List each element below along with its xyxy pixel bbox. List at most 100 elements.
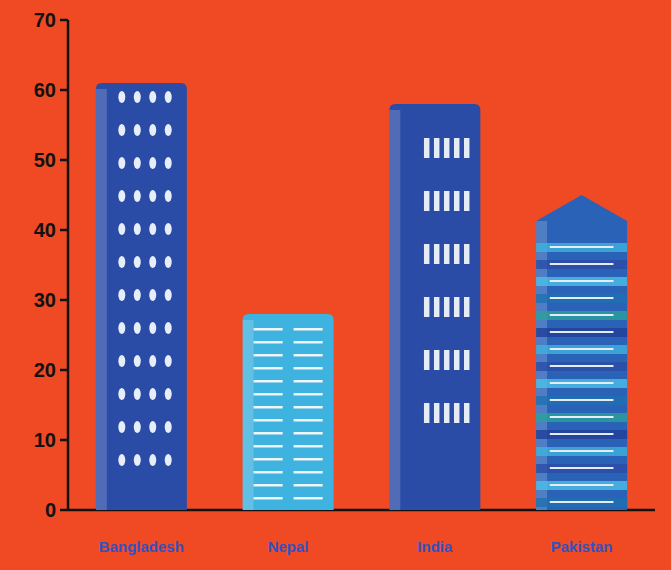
window <box>118 256 125 268</box>
window <box>118 322 125 334</box>
y-tick-label: 40 <box>34 219 56 241</box>
window <box>464 403 469 423</box>
window <box>550 467 614 469</box>
window <box>550 246 614 248</box>
y-axis-line <box>67 20 70 510</box>
stripe <box>536 328 627 337</box>
window <box>550 416 614 418</box>
window <box>254 432 283 435</box>
x-tick-label: Nepal <box>268 538 309 555</box>
window <box>118 190 125 202</box>
stripe <box>536 396 627 405</box>
window <box>254 380 283 383</box>
bar <box>536 195 627 510</box>
window <box>550 331 614 333</box>
window <box>550 314 614 316</box>
window <box>165 190 172 202</box>
window <box>254 484 283 487</box>
window <box>464 138 469 158</box>
building <box>96 83 187 510</box>
window <box>149 388 156 400</box>
window <box>149 124 156 136</box>
window <box>294 393 323 396</box>
window <box>434 350 439 370</box>
window <box>149 91 156 103</box>
window <box>550 484 614 486</box>
y-tick <box>60 19 68 22</box>
window <box>464 191 469 211</box>
window <box>424 138 429 158</box>
window <box>444 138 449 158</box>
window <box>254 328 283 331</box>
window <box>165 454 172 466</box>
stripe <box>536 464 627 473</box>
window <box>254 393 283 396</box>
window <box>294 341 323 344</box>
window <box>424 191 429 211</box>
window <box>294 419 323 422</box>
window <box>118 355 125 367</box>
window <box>254 406 283 409</box>
window <box>434 297 439 317</box>
x-labels: BangladeshNepalIndiaPakistan <box>99 538 613 555</box>
window <box>134 91 141 103</box>
window <box>118 124 125 136</box>
window <box>294 458 323 461</box>
window <box>134 157 141 169</box>
window <box>134 388 141 400</box>
stripe <box>536 277 627 286</box>
window <box>550 297 614 299</box>
window <box>444 403 449 423</box>
stripe <box>536 447 627 456</box>
window <box>424 350 429 370</box>
window <box>118 421 125 433</box>
window <box>444 350 449 370</box>
window <box>444 244 449 264</box>
window <box>134 256 141 268</box>
window <box>294 432 323 435</box>
stripe <box>536 498 627 507</box>
window <box>149 289 156 301</box>
window <box>294 471 323 474</box>
window <box>165 421 172 433</box>
window <box>165 223 172 235</box>
window <box>254 458 283 461</box>
y-tick-label: 30 <box>34 289 56 311</box>
x-tick-label: India <box>417 538 453 555</box>
window <box>454 403 459 423</box>
window <box>134 190 141 202</box>
y-tick-label: 70 <box>34 9 56 31</box>
window <box>149 256 156 268</box>
window <box>434 138 439 158</box>
window <box>550 382 614 384</box>
window <box>294 380 323 383</box>
window <box>550 263 614 265</box>
stripe <box>536 362 627 371</box>
window <box>550 450 614 452</box>
window <box>454 297 459 317</box>
window <box>118 388 125 400</box>
bar <box>96 83 187 510</box>
window <box>424 244 429 264</box>
plot-area <box>96 83 627 510</box>
window <box>254 367 283 370</box>
window <box>454 191 459 211</box>
window <box>134 454 141 466</box>
window <box>254 471 283 474</box>
window <box>165 157 172 169</box>
window <box>165 388 172 400</box>
window <box>134 421 141 433</box>
window <box>149 355 156 367</box>
window <box>434 191 439 211</box>
window <box>149 190 156 202</box>
window <box>254 497 283 500</box>
window <box>134 223 141 235</box>
window <box>134 322 141 334</box>
x-tick-label: Pakistan <box>551 538 613 555</box>
window <box>165 256 172 268</box>
window <box>424 403 429 423</box>
background <box>0 0 671 570</box>
window <box>444 297 449 317</box>
building-shade <box>389 110 400 510</box>
window <box>464 350 469 370</box>
